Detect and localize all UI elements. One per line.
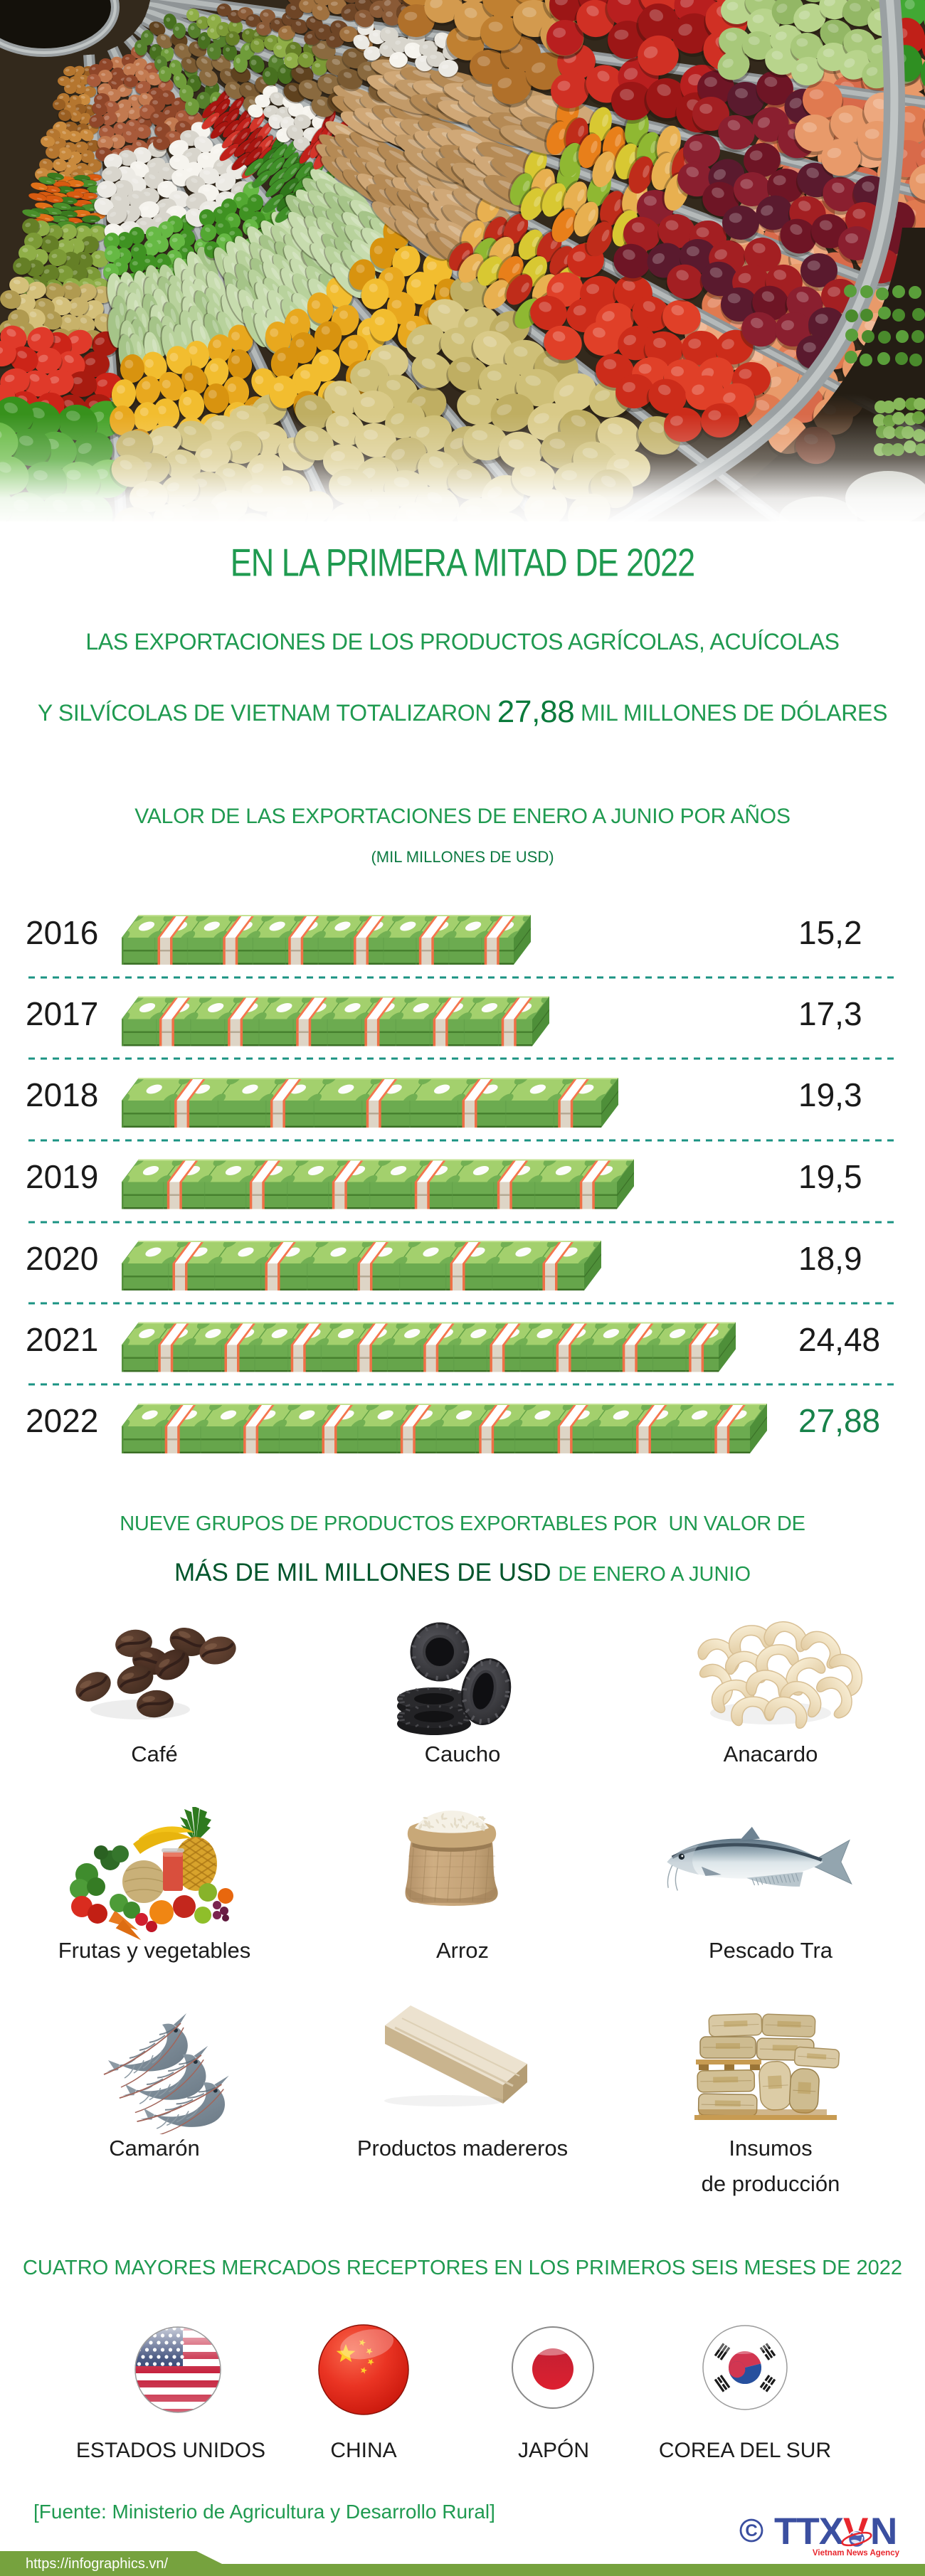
svg-text:TTX: TTX	[774, 2511, 844, 2553]
svg-text:C: C	[745, 2521, 757, 2540]
svg-text:N: N	[870, 2511, 897, 2553]
